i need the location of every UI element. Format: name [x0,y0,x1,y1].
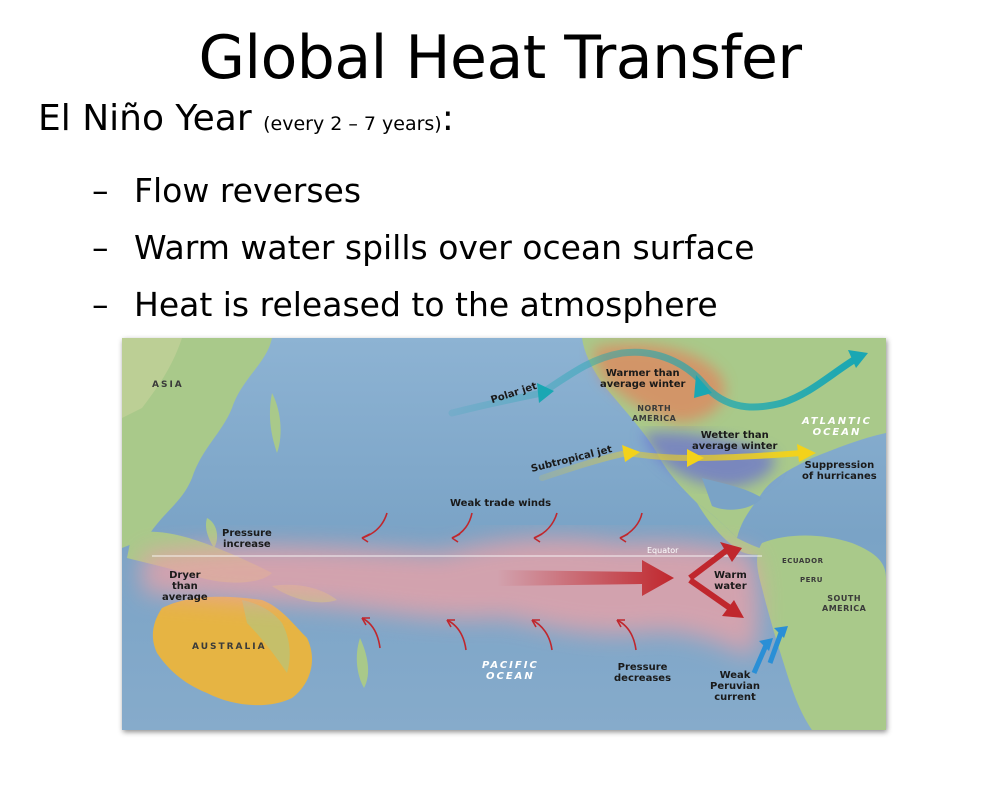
average-line: average [162,592,208,603]
hurricanes-line: of hurricanes [802,471,877,482]
weak-trade-winds-upper [361,512,643,543]
warm-water-label: Warm water [714,570,747,592]
bullet-list: – Flow reverses – Warm water spills over o… [92,162,755,333]
asia-landmass [122,338,272,548]
bullet-dash: – [92,171,109,210]
asia-label: ASIA [152,380,184,390]
bullet-dash: – [92,285,109,324]
bullet-item: – Warm water spills over ocean surface [92,219,755,276]
pressure-2-line: Pressure [617,662,668,673]
heading-main: El Niño Year [38,98,252,139]
pacific-line: PACIFIC [482,660,539,671]
warm-water-arrow [497,560,674,596]
ocean-a-line: OCEAN [812,427,862,438]
map-graphic [122,338,886,730]
bullet-item: – Heat is released to the atmosphere [92,276,755,333]
bullet-dash: – [92,228,109,267]
subtropical-jet-stream [539,449,805,481]
wetter-than-line: Wetter than [700,430,769,441]
increase-line: increase [223,539,271,550]
america-line: AMERICA [632,414,677,423]
heading-colon: : [441,98,454,139]
polar-jet-stream [448,348,861,417]
peru-label: PERU [800,576,823,584]
south-line: SOUTH [827,594,862,603]
pacific-ocean-label: PACIFIC OCEAN [482,660,539,682]
atlantic-line: ATLANTIC [802,416,872,427]
warm-line: Warm [714,570,747,581]
south-america-landmass [757,535,886,730]
bullet-text: Heat is released to the atmosphere [134,285,718,324]
weak-peruvian-current-label: Weak Peruvian current [710,670,760,703]
america-s-line: AMERICA [822,604,867,613]
dryer-than-average-label: Dryer than average [162,570,208,603]
weak-peruvian-current [751,629,785,674]
slide-heading: El Niño Year (every 2 – 7 years): [38,96,454,147]
current-line: current [714,692,756,703]
ocean-p-line: OCEAN [486,671,535,682]
australia-label: AUSTRALIA [192,642,267,652]
heading-paren: (every 2 – 7 years) [263,113,442,135]
el-nino-map: ASIA Polar jet Warmer than average winte… [122,338,886,730]
atlantic-ocean-label: ATLANTIC OCEAN [802,416,872,438]
north-line: NORTH [637,404,672,413]
north-america-label: NORTH AMERICA [632,404,676,424]
dryer-line: Dryer [169,570,201,581]
average-winter-line: average winter [600,379,686,390]
warm-water-anomaly [142,537,760,658]
weak-trade-winds-lower [361,617,637,651]
suppression-line: Suppression [804,460,875,471]
warmer-than-line: Warmer than [605,368,680,379]
pressure-decreases-label: Pressure decreases [614,662,671,684]
ecuador-label: ECUADOR [782,557,824,565]
average-winter-2-line: average winter [692,441,778,452]
warm-water-arrow-up [688,547,729,581]
pressure-increase-label: Pressure increase [222,528,272,550]
wetter-than-label: Wetter than average winter [692,430,777,452]
suppression-label: Suppression of hurricanes [802,460,877,482]
warmer-than-label: Warmer than average winter [600,368,685,390]
bullet-text: Flow reverses [134,171,362,210]
pressure-line: Pressure [222,528,272,539]
weak-line: Weak [719,670,751,681]
slide-title: Global Heat Transfer [198,23,802,93]
warmer-region [592,344,725,423]
peruvian-line: Peruvian [710,681,760,692]
decreases-line: decreases [614,673,672,684]
than-line: than [171,581,198,592]
south-america-label: SOUTH AMERICA [822,594,866,614]
bullet-item: – Flow reverses [92,162,755,219]
weak-trade-winds-label: Weak trade winds [450,498,552,509]
bullet-text: Warm water spills over ocean surface [134,228,755,267]
equator-label: Equator [647,546,679,555]
warm-water-arrow-down [688,577,732,611]
water-line: water [714,581,747,592]
